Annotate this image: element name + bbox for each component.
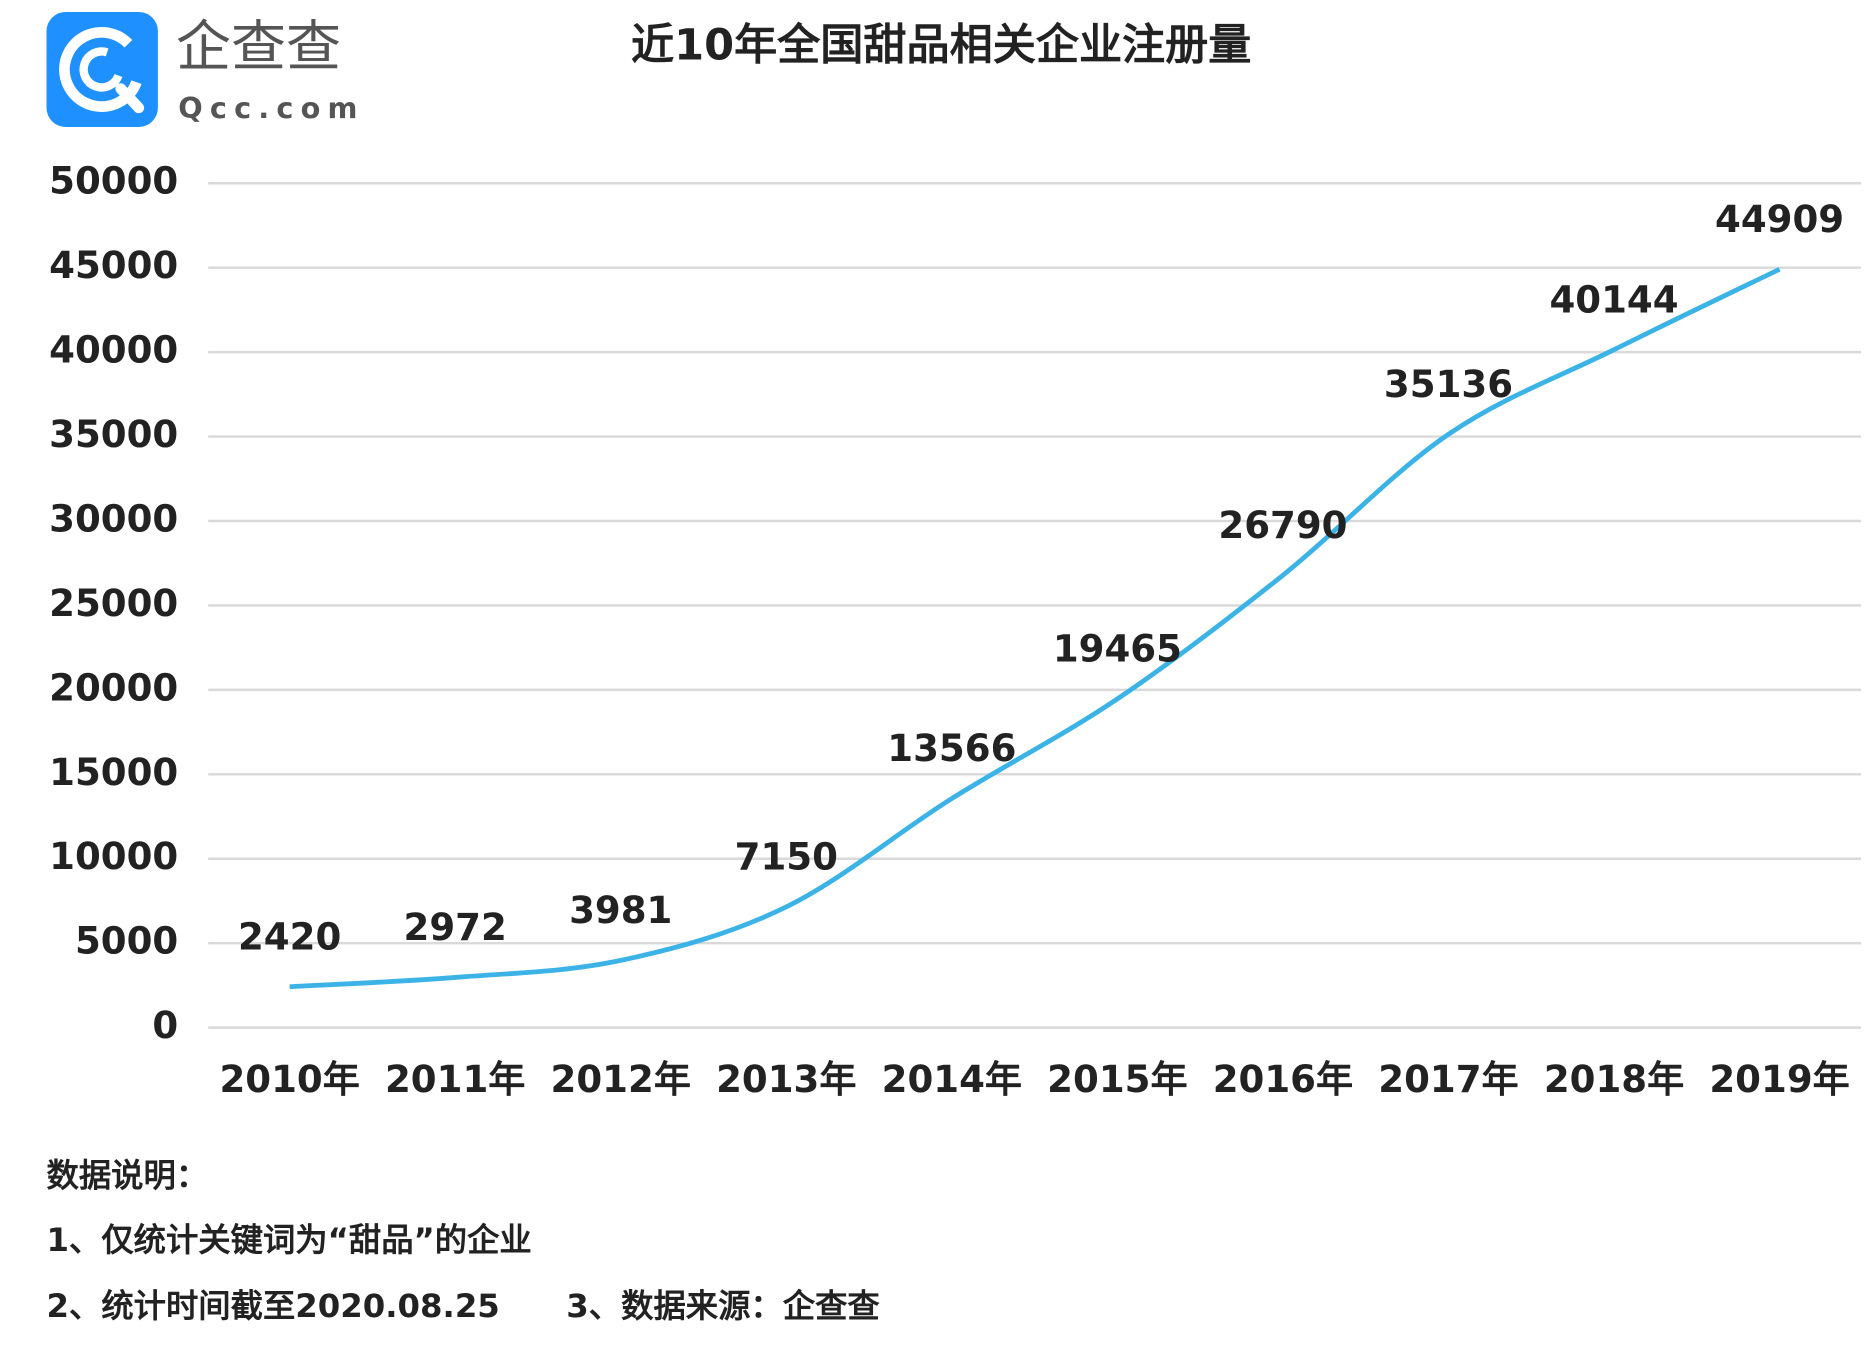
data-label: 35136 xyxy=(1384,363,1513,406)
x-tick-label: 2018年 xyxy=(1544,1058,1684,1101)
x-tick-label: 2015年 xyxy=(1047,1058,1187,1101)
y-tick-label: 45000 xyxy=(49,244,178,287)
logo-ring xyxy=(59,26,145,112)
note: 2、统计时间截至2020.08.25 xyxy=(47,1287,500,1325)
data-label: 19465 xyxy=(1053,627,1182,670)
x-tick-label: 2011年 xyxy=(385,1058,525,1101)
brand-site: Qcc.com xyxy=(178,91,364,125)
x-tick-label: 2017年 xyxy=(1378,1058,1518,1101)
data-label: 2972 xyxy=(404,906,507,949)
y-tick-label: 0 xyxy=(152,1004,178,1047)
y-tick-label: 20000 xyxy=(49,666,178,709)
data-label: 3981 xyxy=(569,889,672,932)
data-label: 26790 xyxy=(1218,504,1347,547)
y-tick-label: 30000 xyxy=(49,497,178,540)
data-label: 2420 xyxy=(238,915,341,958)
x-tick-label: 2016年 xyxy=(1213,1058,1353,1101)
y-tick-label: 35000 xyxy=(49,413,178,456)
logo: 企查查 Qcc.com xyxy=(46,11,364,127)
x-tick-label: 2019年 xyxy=(1709,1058,1849,1101)
y-tick-label: 40000 xyxy=(49,329,178,372)
y-tick-label: 15000 xyxy=(49,751,178,794)
data-label: 7150 xyxy=(735,835,838,878)
chart-title: 近10年全国甜品相关企业注册量 xyxy=(631,20,1251,70)
logo-tail xyxy=(115,83,145,114)
data-label: 13566 xyxy=(887,727,1016,770)
x-tick-label: 2013年 xyxy=(716,1058,856,1101)
line xyxy=(289,267,1781,990)
y-tick-label: 25000 xyxy=(49,582,178,625)
note: 3、数据来源：企查查 xyxy=(566,1287,880,1325)
data-label: 44909 xyxy=(1715,198,1844,241)
data-label: 40144 xyxy=(1549,278,1678,321)
y-tick-label: 50000 xyxy=(49,160,178,203)
x-tick-label: 2014年 xyxy=(882,1058,1022,1101)
notes-heading: 数据说明： xyxy=(47,1156,209,1194)
note: 1、仅统计关键词为“甜品”的企业 xyxy=(47,1221,532,1259)
x-tick-label: 2012年 xyxy=(551,1058,691,1101)
y-tick-label: 5000 xyxy=(75,920,178,963)
y-tick-label: 10000 xyxy=(49,835,178,878)
brand-name: 企查查 xyxy=(176,14,341,78)
x-tick-label: 2010年 xyxy=(219,1058,359,1101)
